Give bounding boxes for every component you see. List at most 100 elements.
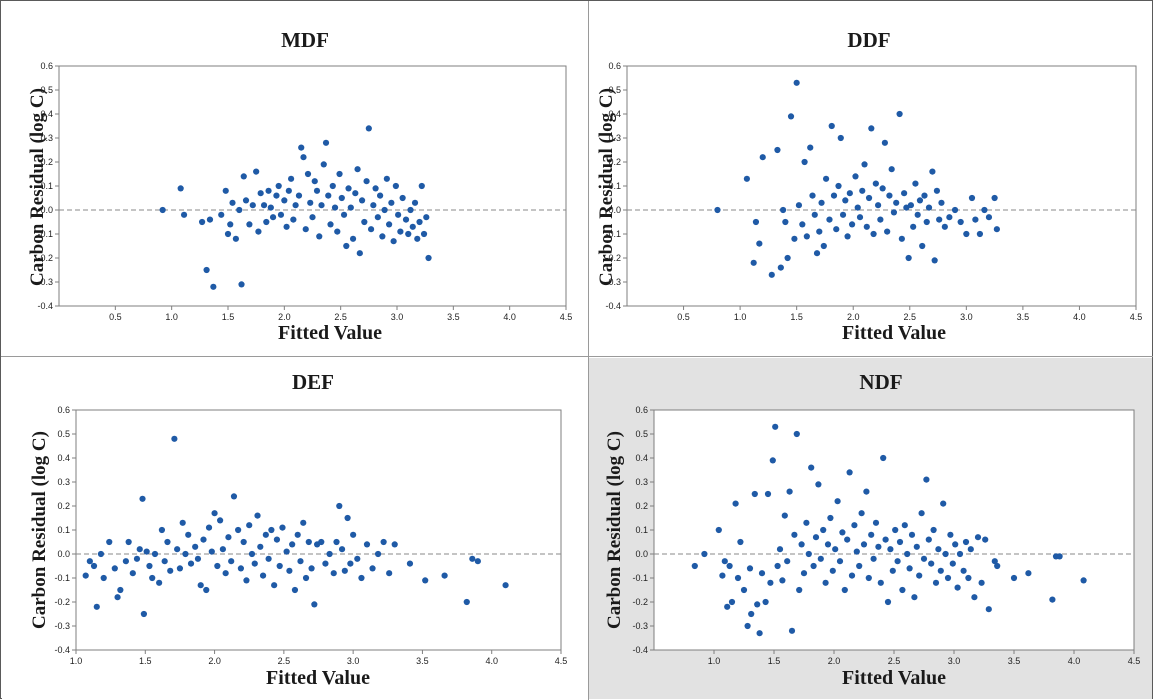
ddf-data-point: [774, 146, 781, 154]
mdf-data-point: [180, 211, 188, 218]
def-data-point: [259, 572, 267, 579]
ddf-data-point: [830, 192, 838, 199]
ndf-data-point: [882, 536, 889, 543]
def-data-point: [463, 598, 470, 606]
ddf-data-point: [820, 242, 827, 250]
def-data-point: [469, 555, 476, 562]
ndf-data-point: [810, 562, 817, 570]
mdf-x-tick-label: 3.5: [447, 312, 460, 322]
def-x-tick-label: 3.5: [416, 656, 429, 666]
mdf-data-point: [285, 187, 292, 194]
mdf-data-point: [290, 216, 297, 223]
mdf-x-tick-label: 4.5: [560, 312, 573, 322]
mdf-data-point: [300, 154, 307, 161]
ddf-data-point: [938, 199, 945, 206]
horizontal-divider: [1, 356, 1153, 357]
def-data-point: [205, 524, 213, 531]
ddf-x-tick-label: 2.5: [904, 312, 917, 322]
def-data-point: [146, 562, 153, 570]
def-data-point: [336, 502, 343, 510]
ddf-y-tick-label: 0.6: [608, 61, 621, 71]
ddf-data-point: [993, 226, 1000, 233]
ndf-x-tick-label: 2.0: [828, 656, 841, 666]
ddf-data-point: [803, 233, 810, 240]
ndf-data-point: [1010, 574, 1018, 582]
ddf-data-point: [714, 206, 721, 214]
mdf-data-point: [246, 221, 253, 228]
ddf-x-tick-label: 3.5: [1017, 312, 1030, 322]
mdf-y-tick-label: -0.2: [37, 253, 53, 263]
mdf-data-point: [334, 228, 341, 235]
ddf-chart-title: DDF: [847, 28, 891, 52]
ndf-data-point: [764, 490, 772, 498]
ddf-data-point: [923, 218, 930, 226]
ndf-data-point: [875, 543, 882, 550]
ndf-data-point: [949, 560, 956, 567]
mdf-x-tick-label: 2.0: [278, 312, 291, 322]
def-data-point: [167, 567, 174, 574]
def-data-point: [502, 582, 509, 589]
def-data-point: [279, 524, 286, 531]
def-y-tick-label: -0.4: [54, 645, 70, 655]
mdf-data-point: [318, 202, 325, 209]
def-data-point: [305, 538, 312, 546]
mdf-y-tick-label: 0.5: [40, 85, 53, 95]
ndf-y-tick-label: -0.3: [632, 621, 648, 631]
ddf-y-tick-label: -0.2: [605, 253, 621, 263]
mdf-data-point: [340, 211, 348, 218]
def-y-tick-label: -0.2: [54, 597, 70, 607]
mdf-data-point: [177, 185, 184, 192]
def-data-point: [248, 550, 256, 558]
mdf-data-point: [313, 187, 321, 194]
def-data-point: [122, 558, 129, 565]
mdf-y-tick-label: -0.4: [37, 301, 53, 311]
def-data-point: [203, 586, 210, 594]
ndf-data-point: [841, 586, 848, 594]
ddf-data-point: [898, 235, 905, 242]
ddf-data-point: [863, 223, 870, 230]
def-y-tick-label: 0.1: [57, 525, 70, 535]
ndf-data-point: [756, 630, 763, 637]
ddf-data-point: [846, 190, 853, 197]
def-data-point: [179, 519, 186, 526]
def-data-point: [182, 550, 189, 558]
ddf-y-tick-label: 0.5: [608, 85, 621, 95]
mdf-data-point: [367, 226, 375, 233]
mdf-data-point: [275, 182, 282, 190]
ndf-data-point: [737, 538, 744, 546]
def-data-point: [257, 543, 264, 550]
mdf-plot-frame: [58, 65, 567, 307]
ndf-data-point: [918, 510, 925, 517]
ndf-data-point: [798, 541, 805, 548]
mdf-data-point: [423, 214, 430, 221]
ndf-data-point: [746, 565, 754, 572]
ddf-data-point: [743, 175, 750, 182]
mdf-data-point: [281, 197, 288, 204]
mdf-data-point: [240, 173, 247, 180]
ndf-data-point: [844, 536, 851, 543]
def-data-point: [271, 582, 278, 589]
ddf-y-tick-label: 0.1: [608, 181, 621, 191]
mdf-x-tick-label: 0.5: [109, 312, 122, 322]
ddf-data-point: [822, 175, 830, 182]
def-data-point: [200, 536, 207, 543]
mdf-data-point: [224, 230, 232, 238]
def-data-point: [228, 558, 235, 565]
def-data-point: [333, 538, 340, 546]
ddf-data-point: [795, 202, 803, 209]
mdf-data-point: [345, 185, 352, 192]
ndf-data-point: [827, 514, 834, 522]
ndf-data-point: [769, 457, 776, 464]
def-data-point: [406, 560, 414, 567]
ndf-data-point: [774, 562, 781, 570]
ndf-data-point: [928, 560, 935, 567]
ndf-data-point: [796, 586, 803, 594]
def-data-point: [136, 546, 143, 553]
mdf-data-point: [386, 221, 393, 228]
mdf-data-point: [218, 211, 225, 218]
def-data-point: [358, 574, 365, 582]
ndf-data-point: [952, 541, 959, 548]
def-data-point: [230, 493, 238, 500]
ddf-x-tick-label: 1.0: [734, 312, 747, 322]
ndf-y-tick-label: 0.2: [635, 501, 648, 511]
